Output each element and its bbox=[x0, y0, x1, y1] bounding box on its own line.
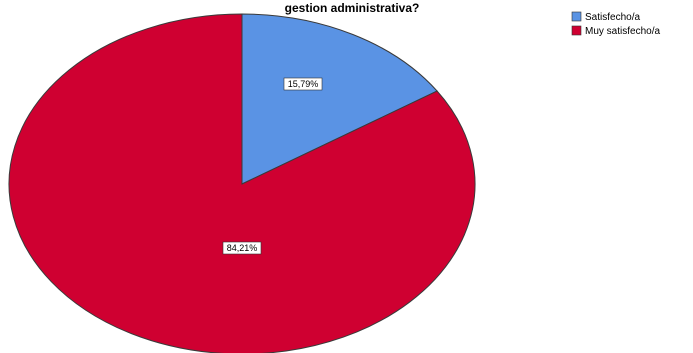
legend-swatch-muy-satisfecho bbox=[571, 25, 582, 36]
data-label-1: 15,79% bbox=[288, 79, 319, 89]
pie-slices bbox=[8, 13, 476, 353]
pie-data-labels: 15,79% 84,21% bbox=[222, 77, 323, 255]
data-label-box-1 bbox=[283, 77, 323, 91]
pie-slice-2 bbox=[8, 13, 476, 353]
chart-title: gestion administrativa? bbox=[285, 1, 420, 15]
pie-slice-1 bbox=[241, 13, 438, 185]
legend-label-muy-satisfecho: Muy satisfecho/a bbox=[585, 26, 660, 37]
legend-swatch-satisfecho bbox=[571, 11, 582, 22]
legend-label-satisfecho: Satisfecho/a bbox=[585, 12, 640, 23]
legend: Satisfecho/a Muy satisfecho/a bbox=[571, 11, 660, 37]
data-label-box-2 bbox=[222, 241, 262, 255]
data-label-2: 84,21% bbox=[227, 243, 258, 253]
